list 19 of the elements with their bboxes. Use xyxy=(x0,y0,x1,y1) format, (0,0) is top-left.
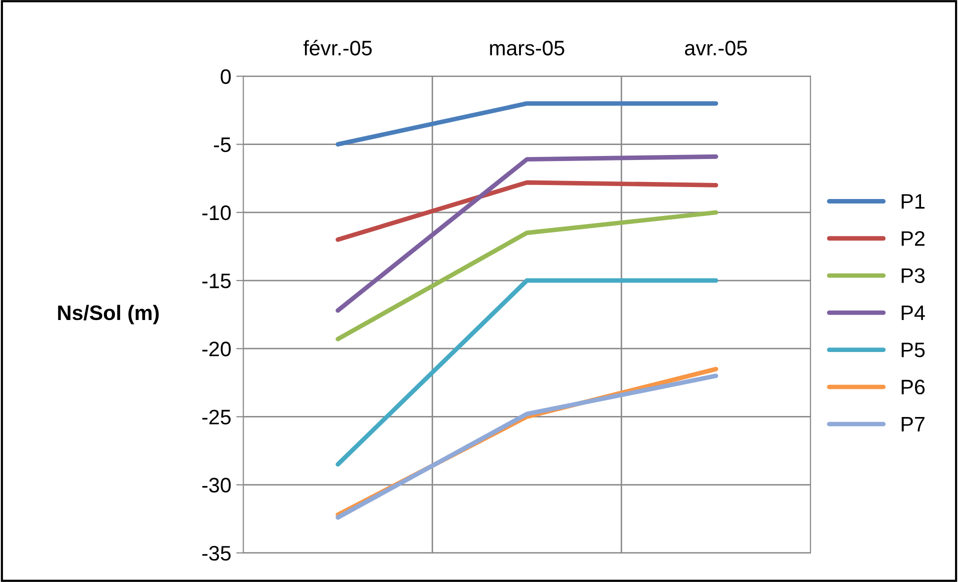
legend-label: P1 xyxy=(902,194,925,209)
y-tick-label: -20 xyxy=(202,342,231,356)
legend-label: P3 xyxy=(902,268,925,284)
y-tick-label: -25 xyxy=(202,410,231,424)
legend-label: P4 xyxy=(902,306,925,320)
y-tick-label: 0 xyxy=(220,69,231,84)
x-tick-label: mars-05 xyxy=(490,40,564,56)
y-tick-label: -15 xyxy=(202,274,231,288)
legend-label: P2 xyxy=(902,231,924,246)
y-axis-title: Ns/Sol (m) xyxy=(58,304,159,324)
y-tick-label: -5 xyxy=(214,138,231,152)
y-tick-label: -35 xyxy=(202,546,231,561)
y-tick-label: -10 xyxy=(202,205,231,220)
legend-label: P5 xyxy=(902,342,925,358)
y-tick-label: -30 xyxy=(202,478,231,493)
x-tick-label: févr.-05 xyxy=(303,40,372,56)
legend-label: P7 xyxy=(902,417,924,432)
legend-label: P6 xyxy=(902,380,925,394)
x-tick-label: avr.-05 xyxy=(684,40,747,56)
